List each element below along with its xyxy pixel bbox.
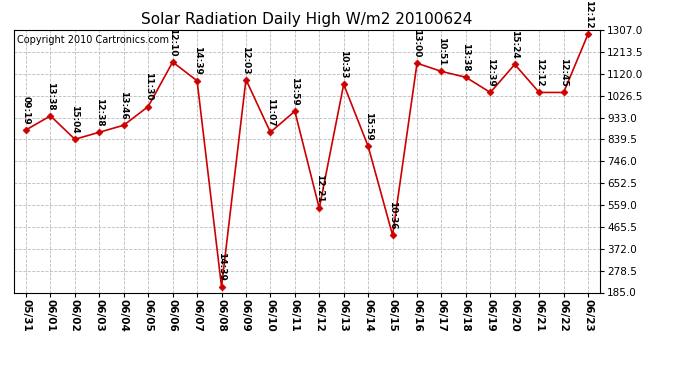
Title: Solar Radiation Daily High W/m2 20100624: Solar Radiation Daily High W/m2 20100624 [141, 12, 473, 27]
Text: 12:21: 12:21 [315, 174, 324, 203]
Text: 13:38: 13:38 [462, 43, 471, 72]
Text: Copyright 2010 Cartronics.com: Copyright 2010 Cartronics.com [17, 35, 169, 45]
Text: 12:38: 12:38 [95, 98, 103, 127]
Text: 13:38: 13:38 [46, 82, 55, 110]
Text: 11:30: 11:30 [144, 72, 152, 101]
Text: 15:24: 15:24 [511, 30, 520, 59]
Text: 12:12: 12:12 [584, 0, 593, 28]
Text: 15:04: 15:04 [70, 105, 79, 134]
Text: 13:46: 13:46 [119, 91, 128, 120]
Text: 10:33: 10:33 [339, 50, 348, 79]
Text: 14:39: 14:39 [217, 252, 226, 281]
Text: 13:59: 13:59 [290, 77, 299, 106]
Text: 09:19: 09:19 [21, 96, 30, 124]
Text: 10:36: 10:36 [388, 201, 397, 229]
Text: 15:59: 15:59 [364, 112, 373, 141]
Text: 12:39: 12:39 [486, 58, 495, 87]
Text: 12:10: 12:10 [168, 28, 177, 57]
Text: 12:12: 12:12 [535, 58, 544, 87]
Text: 11:07: 11:07 [266, 98, 275, 127]
Text: 14:39: 14:39 [193, 46, 201, 75]
Text: 13:00: 13:00 [413, 29, 422, 58]
Text: 10:51: 10:51 [437, 38, 446, 66]
Text: 12:45: 12:45 [559, 58, 568, 87]
Text: 12:03: 12:03 [241, 45, 250, 74]
